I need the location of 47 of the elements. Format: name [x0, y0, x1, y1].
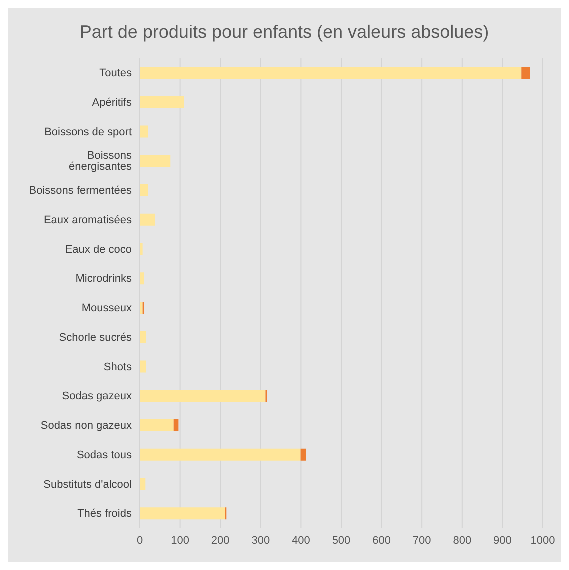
x-tick-label: 300	[252, 534, 270, 547]
bar	[140, 448, 301, 461]
bar	[522, 67, 531, 79]
bar	[140, 214, 156, 226]
y-tick-label: Eaux de coco	[65, 244, 132, 256]
y-tick-label: Boissons de sport	[44, 126, 132, 138]
chart-title: Part de produits pour enfants (en valeurs absolues)	[78, 21, 490, 44]
bar	[174, 420, 179, 432]
y-tick-label: Shots	[104, 361, 132, 374]
x-tick-label: 400	[292, 534, 310, 547]
bar	[300, 448, 306, 461]
y-tick-label: Boissons fermentées	[29, 185, 132, 198]
x-tick-label: 600	[372, 534, 391, 547]
x-tick-label: 800	[453, 534, 472, 547]
bar	[140, 96, 184, 108]
x-tick-label: 500	[332, 534, 351, 547]
x-tick-label: 700	[412, 534, 432, 547]
x-tick-label: 0	[136, 534, 144, 547]
bar	[140, 184, 148, 196]
bar	[140, 390, 266, 402]
y-tick-label: Sodas gazeux	[62, 390, 132, 403]
bar	[140, 478, 146, 490]
y-tick-label: Eaux aromatisées	[44, 214, 132, 226]
bar	[140, 420, 174, 432]
bar	[140, 243, 143, 256]
bar	[140, 331, 146, 344]
y-tick-label: Schorle sucrés	[59, 332, 132, 344]
bar	[140, 126, 148, 138]
bar	[140, 67, 522, 79]
bar	[140, 155, 171, 168]
y-tick-label: Sodas tous	[76, 449, 132, 462]
x-tick-label: 1000	[530, 534, 556, 547]
x-tick-label: 900	[494, 534, 512, 547]
y-tick-label: Mousseux	[82, 302, 132, 315]
bar	[140, 360, 146, 373]
y-tick-label: Microdrinks	[76, 273, 132, 286]
y-tick-label: Thés froids	[78, 508, 132, 520]
y-tick-label: Apéritifs	[92, 96, 132, 109]
bar	[140, 272, 144, 285]
y-tick-label: Boissons énergisantes	[69, 150, 132, 174]
y-tick-label: Toutes	[100, 68, 132, 80]
x-tick-label: 100	[171, 534, 190, 547]
bar	[140, 508, 226, 520]
y-tick-label: Substituts d'alcool	[44, 478, 132, 491]
y-tick-label: Sodas non gazeux	[40, 420, 132, 432]
bar	[140, 302, 143, 314]
x-tick-label: 200	[211, 534, 230, 547]
